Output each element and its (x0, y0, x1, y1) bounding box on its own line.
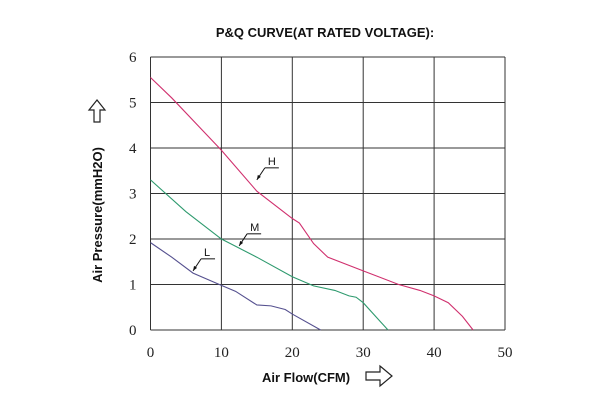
arrowhead-icon (256, 174, 261, 180)
y-tick-label: 3 (129, 187, 137, 203)
x-tick-label: 40 (427, 345, 442, 361)
series-line-M (150, 179, 389, 331)
up-arrow-icon (87, 99, 107, 123)
grid (150, 56, 506, 331)
y-axis-title: Air Pressure(mmH2O) (90, 147, 105, 283)
x-tick-label: 50 (498, 345, 513, 361)
y-tick-label: 6 (129, 50, 137, 66)
arrowhead-icon (193, 265, 198, 271)
right-arrow-icon (365, 364, 393, 388)
series-lines: H M L (150, 77, 474, 331)
chart-title: P&Q CURVE(AT RATED VOLTAGE): (216, 25, 434, 40)
x-axis-title: Air Flow(CFM) (262, 370, 350, 385)
y-axis-label: Air Pressure(mmH2O) (87, 99, 107, 283)
y-tick-label: 2 (129, 232, 137, 248)
series-line-H (150, 77, 474, 331)
x-tick-label: 10 (214, 345, 229, 361)
series-label-L: L (204, 247, 210, 259)
y-tick-label: 1 (129, 278, 137, 294)
x-tick-label: 0 (147, 345, 155, 361)
x-tick-label: 30 (356, 345, 371, 361)
y-tick-label: 0 (129, 323, 137, 339)
x-tick-label: 20 (285, 345, 300, 361)
series-label-H: H (268, 156, 276, 168)
series-line-L (150, 242, 321, 331)
series-label-M: M (250, 222, 259, 234)
y-tick-label: 5 (129, 96, 137, 112)
tick-labels: 0 10 20 30 40 50 0 1 2 3 4 5 6 (129, 50, 513, 361)
y-tick-label: 4 (129, 141, 137, 157)
arrowhead-icon (239, 240, 244, 246)
x-axis-label: Air Flow(CFM) (262, 364, 393, 388)
